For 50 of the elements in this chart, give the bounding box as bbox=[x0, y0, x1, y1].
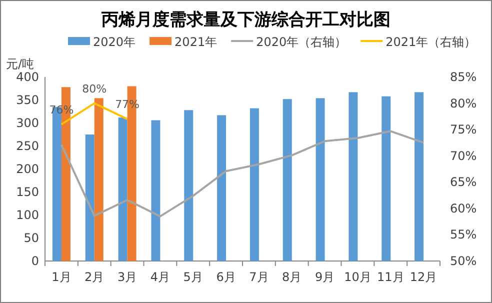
chart-title: 丙烯月度需求量及下游综合开工对比图 bbox=[100, 10, 390, 30]
bar bbox=[282, 99, 292, 261]
y2-tick-label: 60% bbox=[450, 201, 477, 216]
y-tick-label: 50 bbox=[24, 231, 39, 245]
y-tick-label: 250 bbox=[16, 139, 39, 153]
bar bbox=[151, 120, 160, 261]
x-tick-label: 2月 bbox=[84, 270, 104, 284]
y-tick-label: 150 bbox=[16, 185, 39, 199]
x-tick-label: 8月 bbox=[282, 270, 302, 284]
bar bbox=[316, 98, 325, 261]
y-axis-title: 元/吨 bbox=[6, 57, 34, 71]
y2-tick-label: 50% bbox=[450, 254, 477, 268]
y2-tick-label: 55% bbox=[450, 228, 477, 242]
line-series bbox=[60, 130, 425, 218]
bar bbox=[184, 110, 194, 261]
x-tick-label: 6月 bbox=[216, 270, 236, 284]
y-tick-label: 350 bbox=[16, 93, 39, 107]
legend-label: 2021年（右轴） bbox=[386, 35, 476, 49]
y2-tick-label: 85% bbox=[450, 70, 477, 84]
y2-tick-label: 80% bbox=[450, 96, 477, 110]
bar bbox=[414, 92, 424, 261]
data-label: 76% bbox=[49, 103, 74, 116]
bar bbox=[94, 98, 104, 261]
y-tick-label: 200 bbox=[16, 162, 39, 176]
bar bbox=[85, 134, 94, 261]
bar bbox=[250, 108, 259, 261]
bar bbox=[217, 115, 226, 261]
x-tick-label: 7月 bbox=[249, 270, 269, 284]
x-tick-label: 12月 bbox=[410, 270, 438, 284]
y2-tick-label: 75% bbox=[450, 122, 477, 137]
y2-tick-label: 70% bbox=[450, 148, 477, 163]
y-tick-label: 0 bbox=[31, 254, 39, 268]
data-label: 80% bbox=[82, 82, 107, 96]
x-tick-label: 1月 bbox=[52, 270, 72, 284]
bar bbox=[382, 96, 391, 261]
x-tick-label: 11月 bbox=[376, 270, 404, 284]
bar bbox=[348, 92, 358, 261]
legend-label: 2020年 bbox=[93, 35, 136, 49]
legend-label: 2021年 bbox=[174, 35, 218, 49]
x-tick-label: 9月 bbox=[314, 270, 335, 284]
y-tick-label: 400 bbox=[16, 70, 39, 84]
x-tick-label: 4月 bbox=[150, 270, 170, 284]
y-tick-label: 100 bbox=[16, 208, 39, 222]
y2-tick-label: 65% bbox=[450, 175, 477, 190]
x-tick-label: 10月 bbox=[344, 270, 372, 284]
bar bbox=[118, 117, 128, 261]
y-tick-label: 300 bbox=[16, 116, 39, 130]
legend-label: 2020年（右轴） bbox=[256, 35, 347, 49]
x-tick-label: 5月 bbox=[183, 270, 203, 284]
x-tick-label: 3月 bbox=[117, 270, 138, 284]
